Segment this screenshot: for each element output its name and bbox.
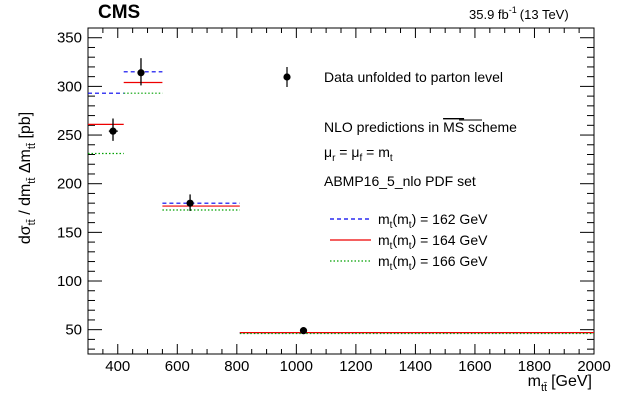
y-tick-label: 150 xyxy=(57,224,82,241)
lumi-exponent: -1 xyxy=(509,5,517,15)
lumi-energy: (13 TeV) xyxy=(520,7,569,22)
y-tick-label: 50 xyxy=(65,322,82,339)
x-tick-label: 1200 xyxy=(339,358,372,375)
y-axis-title: dσtt̄ / dmtt̄ Δmtt̄ [pb] xyxy=(17,112,38,244)
data-point xyxy=(109,127,117,135)
y-tick-label: 300 xyxy=(57,78,82,95)
y-tick-label: 200 xyxy=(57,176,82,193)
x-tick-label: 600 xyxy=(165,358,190,375)
legend-label-1: mt(mt) = 162 GeV xyxy=(378,211,488,231)
x-tick-label: 1800 xyxy=(518,358,551,375)
luminosity-label: 35.9 fb-1 (13 TeV) xyxy=(469,5,569,22)
experiment-label: CMS xyxy=(98,2,140,23)
pdf-label: ABMP16_5_nlo PDF set xyxy=(324,173,476,189)
prediction-series xyxy=(88,71,594,335)
y-tick-label: 350 xyxy=(57,30,82,47)
data-point xyxy=(186,199,194,207)
data-points xyxy=(108,58,308,335)
data-point xyxy=(137,69,145,77)
nlo-label: NLO predictions in MS scheme xyxy=(324,119,517,135)
y-tick-label: 100 xyxy=(57,273,82,290)
legend-data-entry: Data unfolded to parton level xyxy=(283,67,503,87)
axis-ticks: 400 600 800 1000 1200 1400 1600 1800 2000 50 100 15… xyxy=(57,27,611,375)
x-tick-label: 800 xyxy=(224,358,249,375)
ms-scheme: MS xyxy=(443,119,464,135)
data-point xyxy=(299,327,308,335)
x-tick-label: 1000 xyxy=(280,358,313,375)
x-tick-label: 1600 xyxy=(458,358,491,375)
scales-label: μr = μf = mt xyxy=(324,144,393,164)
x-tick-label: 1400 xyxy=(399,358,432,375)
lumi-value: 35.9 fb xyxy=(469,7,509,22)
x-tick-label: 400 xyxy=(105,358,130,375)
data-label: Data unfolded to parton level xyxy=(324,69,503,85)
legend-label-2: mt(mt) = 164 GeV xyxy=(378,232,488,252)
nlo-post: scheme xyxy=(464,119,517,135)
legend-label-3: mt(mt) = 166 GeV xyxy=(378,253,488,273)
x-tick-label: 2000 xyxy=(577,358,610,375)
x-axis-title: mtt̄ [GeV] xyxy=(528,373,592,394)
y-tick-label: 250 xyxy=(57,127,82,144)
nlo-pre: NLO predictions in xyxy=(324,119,443,135)
